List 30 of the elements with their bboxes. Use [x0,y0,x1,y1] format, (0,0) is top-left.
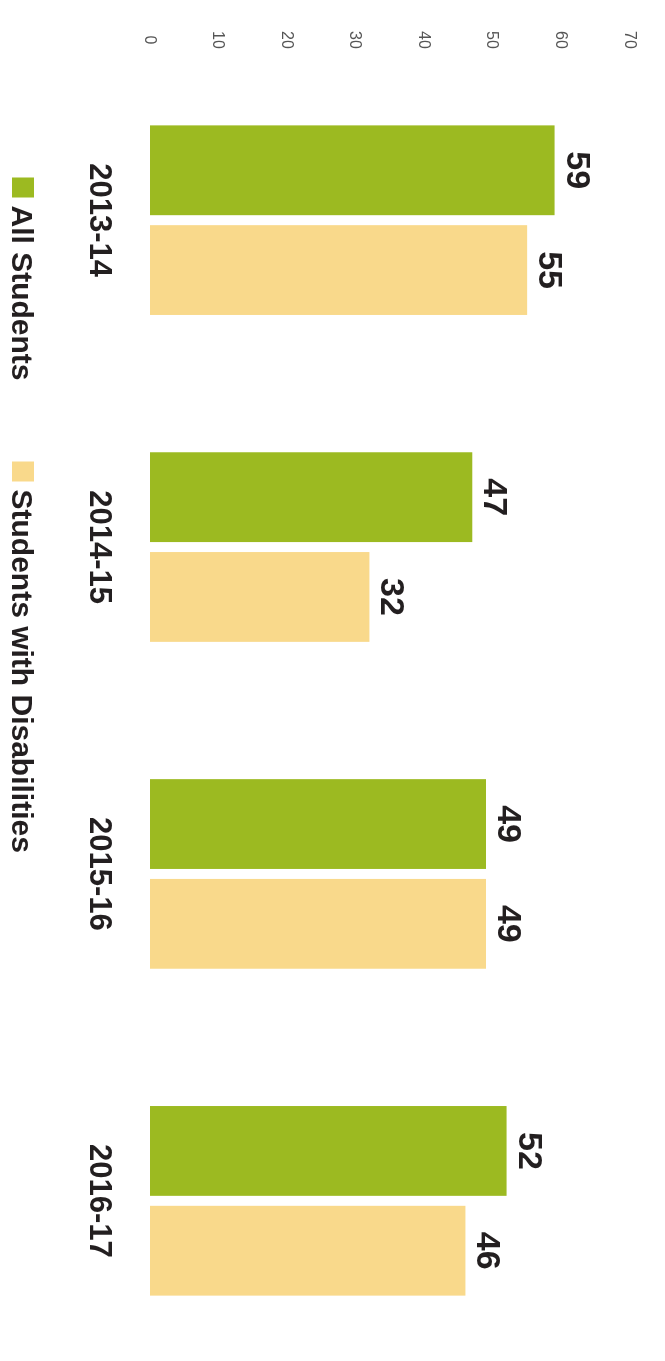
x-tick-label: 20 [278,31,296,49]
bar [150,552,370,642]
legend-label: All Students [5,205,39,381]
data-label: 59 [559,151,598,190]
x-tick-label: 0 [141,35,159,45]
x-tick-label: 60 [552,31,570,49]
data-label: 49 [491,805,529,843]
y-tick-label: 2015-16 [82,817,118,931]
y-tick-label: 2016-17 [82,1143,118,1258]
bar [150,225,528,315]
x-tick-label: 40 [415,31,433,49]
x-tick-label: 30 [347,31,365,49]
data-label: 47 [477,478,516,517]
bar [150,878,486,969]
x-tick-label: 50 [484,31,502,49]
legend-label: Students with Disabilities [5,489,39,853]
bar [150,125,555,216]
bar [150,779,486,869]
bar [150,1205,466,1296]
bar [150,452,473,543]
data-label: 46 [470,1231,509,1270]
bar [150,1106,507,1196]
data-label: 49 [491,904,529,943]
x-tick-label: 70 [621,31,639,49]
data-label: 52 [511,1132,550,1170]
y-tick-label: 2014-15 [82,490,118,604]
y-tick-label: 2013-14 [82,163,118,278]
x-tick-label: 10 [210,31,228,49]
data-label: 55 [532,251,571,289]
data-label: 32 [374,578,413,616]
